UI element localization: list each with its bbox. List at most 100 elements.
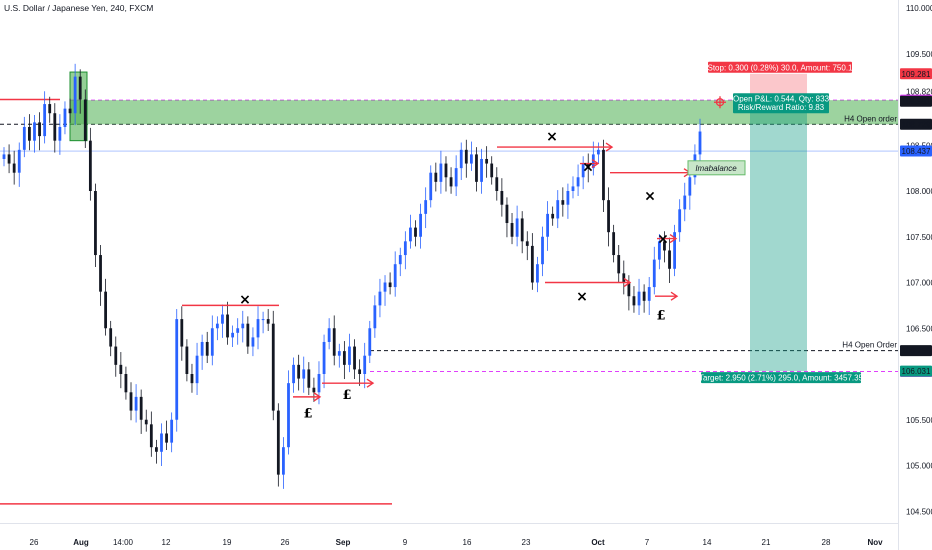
time-axis[interactable]: 26 Aug 14:00 12 19 26 Sep 9 16 23 Oct 7 14 21 28 Nov [30, 538, 884, 547]
price-marker-bg [900, 68, 932, 80]
candle-body [205, 341, 209, 356]
candle-body [266, 319, 270, 324]
x-mark: × [657, 232, 669, 248]
candle-body [332, 328, 336, 356]
candle-body [525, 241, 529, 246]
candle-body [271, 323, 275, 411]
candle-body [104, 291, 108, 329]
candle-body [317, 374, 321, 393]
candle-body [378, 291, 382, 306]
x-tick-label: 21 [762, 538, 771, 547]
candle-body [637, 291, 641, 306]
candle-body [617, 255, 621, 274]
candle-body [307, 369, 311, 388]
candle-body [246, 323, 250, 347]
candle-body [358, 369, 362, 374]
candle-body [368, 328, 372, 356]
candle-body [180, 319, 184, 347]
x-tick-label: 26 [30, 538, 39, 547]
candle-body [155, 447, 158, 452]
x-tick-label: 7 [645, 538, 650, 547]
candle-body [144, 419, 148, 425]
candle-body [160, 433, 163, 452]
candle-body [480, 158, 483, 182]
arrow-oct-low-head [670, 291, 679, 301]
pnl-label-bg [733, 93, 829, 114]
candle-body [652, 259, 656, 288]
candle-body [287, 383, 290, 448]
candle-body [114, 346, 118, 365]
candle-body [485, 158, 489, 164]
candle-body [88, 140, 92, 191]
candle-body [276, 410, 280, 475]
candle-body [2, 154, 6, 159]
candle-body [586, 163, 590, 169]
candle-body [536, 264, 539, 283]
candle-body [627, 282, 631, 297]
candle-body [195, 355, 199, 384]
candle-body [200, 341, 204, 356]
candle-body [190, 374, 194, 384]
candle-body [83, 99, 87, 141]
x-tick-label: 23 [522, 538, 531, 547]
candle-body [576, 177, 580, 187]
x-mark: × [239, 292, 251, 308]
candle-body [170, 419, 174, 443]
position-tool[interactable]: Stop: 0.300 (0.28%) 30.0, Amount: 750.1 O… [699, 61, 864, 384]
candle-body [353, 346, 356, 370]
x-mark: × [582, 159, 594, 175]
candle-body [68, 108, 72, 114]
x-tick-label: 28 [822, 538, 831, 547]
candle-body [393, 264, 397, 288]
candle-body [73, 76, 77, 114]
candle-body [495, 177, 499, 191]
candle-body [419, 213, 422, 237]
candle-body [449, 177, 453, 187]
drawings[interactable] [182, 142, 692, 402]
x-tick-label: 14 [703, 538, 712, 547]
candle-body [505, 204, 509, 224]
y-tick-label: 108.000 [906, 187, 932, 196]
price-marker-bg [900, 145, 932, 157]
candle-body [647, 287, 651, 301]
y-tick-label: 107.500 [906, 233, 932, 242]
x-tick-label: Sep [336, 538, 351, 547]
y-tick-label: 105.000 [906, 462, 932, 471]
candle-body [663, 241, 666, 251]
candle-body [185, 346, 189, 374]
candle-body [698, 131, 702, 155]
candle-body [403, 241, 407, 256]
candle-body [439, 163, 443, 182]
pound-mark: £ [342, 388, 351, 403]
h4-open-order-upper-label: H4 Open order [844, 114, 897, 123]
candle-body [297, 364, 301, 379]
y-tick-label: 104.500 [906, 507, 932, 516]
y-tick-label: 109.500 [906, 50, 932, 59]
price-marker-label: 106.031 [902, 367, 931, 376]
candle-body [444, 163, 448, 178]
candle-body [683, 195, 687, 210]
arrow-sep-high-head [605, 142, 614, 152]
arrow-sep-low-head [623, 277, 632, 288]
imbalance-box [687, 160, 746, 176]
candle-body [48, 104, 52, 114]
pound-mark: £ [303, 406, 312, 421]
candle-body [210, 328, 214, 356]
x-tick-label: 12 [162, 538, 171, 547]
candle-body [424, 200, 428, 214]
imbalance-label: Imabalance [695, 164, 737, 173]
candle-body [409, 227, 412, 242]
candle-body [43, 104, 47, 137]
candle-body [119, 364, 123, 374]
candle-body [282, 447, 285, 475]
price-marker-bg [900, 95, 932, 107]
price-marker-partial: 108.820 [906, 87, 932, 96]
arrow-aug-low-1-head [313, 392, 322, 402]
candle-body [53, 113, 57, 141]
candle-body [94, 191, 97, 256]
target-label: Target: 2.950 (2.71%) 295.0, Amount: 345… [699, 374, 864, 383]
candle-body [337, 351, 341, 356]
h4-open-order-lower-label: H4 Open Order [842, 341, 897, 350]
